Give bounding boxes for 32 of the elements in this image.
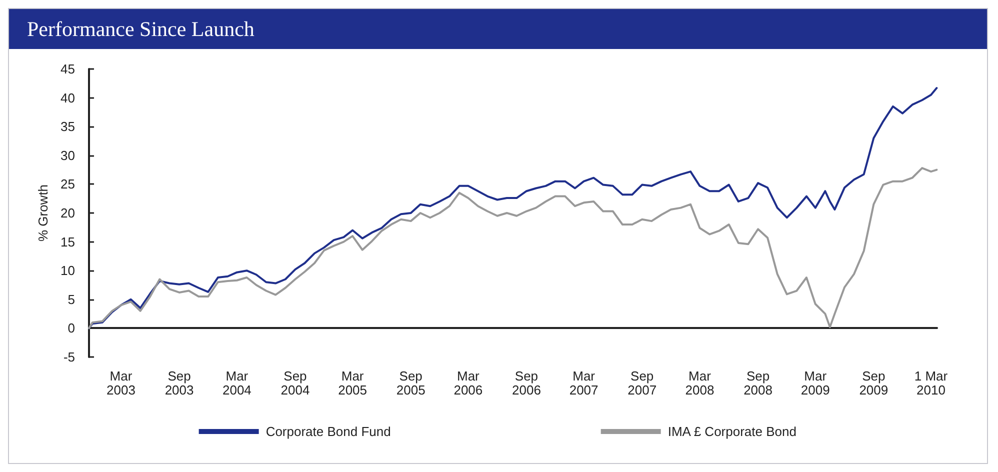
y-tick-label: 0: [68, 320, 75, 336]
x-tick-label: Sep 2005: [396, 368, 426, 398]
legend-label: Corporate Bond Fund: [266, 424, 391, 439]
y-tick-label: 40: [60, 90, 75, 106]
x-tick-label: Sep 2007: [628, 368, 657, 398]
y-tick-label: 10: [60, 263, 75, 278]
y-tick-label: 25: [60, 176, 75, 192]
x-tick-label: Mar 2004: [222, 368, 252, 398]
line-series: [88, 87, 938, 330]
y-tick-label: 15: [60, 234, 75, 250]
x-tick-label: Sep 2004: [280, 368, 310, 398]
x-tick-label: Sep 2008: [744, 368, 772, 398]
line-series: [88, 167, 938, 330]
y-tick-label: 35: [60, 119, 75, 134]
x-tick-label: Mar 2009: [800, 368, 830, 398]
y-tick-label: -5: [63, 350, 75, 364]
y-tick-label: 20: [60, 206, 75, 220]
y-tick-label: 30: [60, 148, 75, 163]
x-tick-label: Mar 2008: [685, 368, 714, 398]
x-tick-label: 1 Mar 2010: [914, 368, 948, 398]
x-tick-label: Sep 2009: [859, 368, 888, 398]
x-tick-label: Sep 2006: [512, 368, 541, 398]
legend-label: IMA £ Corporate Bond: [668, 424, 796, 439]
x-tick-label: Mar 2006: [454, 368, 483, 398]
y-tick-label: 45: [60, 62, 75, 76]
chart-title: Performance Since Launch: [27, 16, 254, 42]
y-axis-title: % Growth: [36, 184, 51, 242]
x-tick-label: Mar 2005: [338, 368, 368, 398]
x-tick-label: Mar 2007: [569, 368, 598, 398]
y-tick-label: 5: [68, 292, 75, 307]
x-tick-label: Mar 2003: [106, 368, 136, 398]
x-tick-label: Sep 2003: [164, 368, 194, 398]
